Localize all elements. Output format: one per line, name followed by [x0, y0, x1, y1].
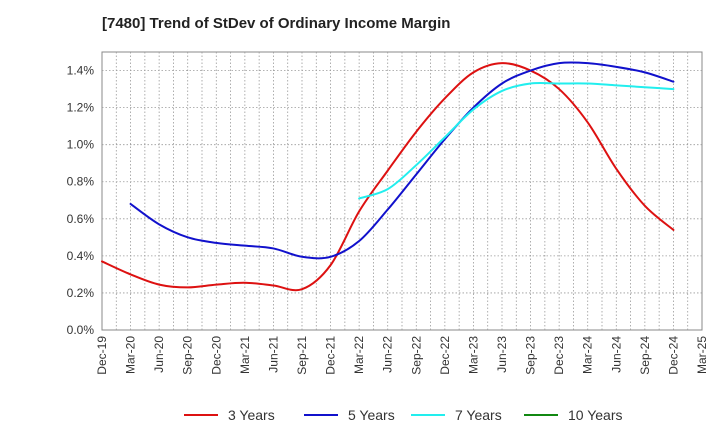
series-line-5-years: [129, 61, 675, 260]
x-tick-label: Sep-20: [181, 336, 195, 375]
x-tick-label: Dec-21: [324, 336, 338, 375]
axes: 0.0% 0.2% 0.4% 0.6% 0.8% 1.0% 1.2% 1.4% Dec-19 Ma…: [67, 64, 709, 375]
x-tick-label: Dec-24: [666, 336, 680, 375]
series-layer: [101, 61, 675, 292]
legend-label: 5 Years: [348, 407, 395, 423]
legend-item-5-years: 5 Years: [304, 404, 395, 426]
legend-item-7-years: 7 Years: [411, 404, 502, 426]
x-tick-label: Sep-24: [638, 336, 652, 375]
x-tick-label: Dec-23: [552, 336, 566, 375]
legend-swatch: [184, 414, 218, 416]
legend-swatch: [524, 414, 558, 416]
legend-swatch: [304, 414, 338, 416]
x-tick-label: Mar-24: [581, 336, 595, 374]
legend-item-10-years: 10 Years: [524, 404, 623, 426]
y-tick-label: 1.4%: [67, 64, 95, 78]
y-tick-label: 1.0%: [67, 138, 95, 152]
x-tick-label: Dec-22: [438, 336, 452, 375]
x-tick-label: Dec-19: [95, 336, 109, 375]
x-tick-label: Mar-21: [238, 336, 252, 374]
x-tick-label: Jun-21: [266, 336, 280, 373]
legend-label: 3 Years: [228, 407, 275, 423]
y-tick-label: 0.6%: [67, 212, 95, 226]
chart-title: [7480] Trend of StDev of Ordinary Income…: [102, 15, 451, 32]
legend: 3 Years 5 Years 7 Years 10 Years: [0, 404, 720, 426]
legend-label: 7 Years: [455, 407, 502, 423]
x-tick-label: Mar-23: [466, 336, 480, 374]
x-tick-label: Mar-22: [352, 336, 366, 374]
y-tick-label: 0.2%: [67, 286, 95, 300]
y-tick-label: 0.4%: [67, 249, 95, 263]
y-tick-label: 1.2%: [67, 101, 95, 115]
x-tick-label: Sep-23: [524, 336, 538, 375]
legend-label: 10 Years: [568, 407, 623, 423]
series-line-3-years: [101, 62, 675, 292]
legend-item-3-years: 3 Years: [184, 404, 275, 426]
x-tick-label: Sep-22: [409, 336, 423, 375]
legend-swatch: [411, 414, 445, 416]
y-tick-label: 0.8%: [67, 175, 95, 189]
x-tick-label: Mar-20: [124, 336, 138, 374]
series-line-7-years: [358, 81, 675, 200]
line-chart: 0.0% 0.2% 0.4% 0.6% 0.8% 1.0% 1.2% 1.4% Dec-19 Ma…: [67, 51, 709, 375]
x-tick-label: Jun-22: [381, 336, 395, 373]
x-tick-label: Sep-21: [295, 336, 309, 375]
x-tick-label: Jun-20: [152, 336, 166, 373]
x-tick-label: Jun-24: [609, 336, 623, 373]
y-tick-label: 0.0%: [67, 323, 95, 337]
x-tick-label: Jun-23: [495, 336, 509, 373]
x-tick-label: Dec-20: [209, 336, 223, 375]
x-tick-label: Mar-25: [695, 336, 709, 374]
